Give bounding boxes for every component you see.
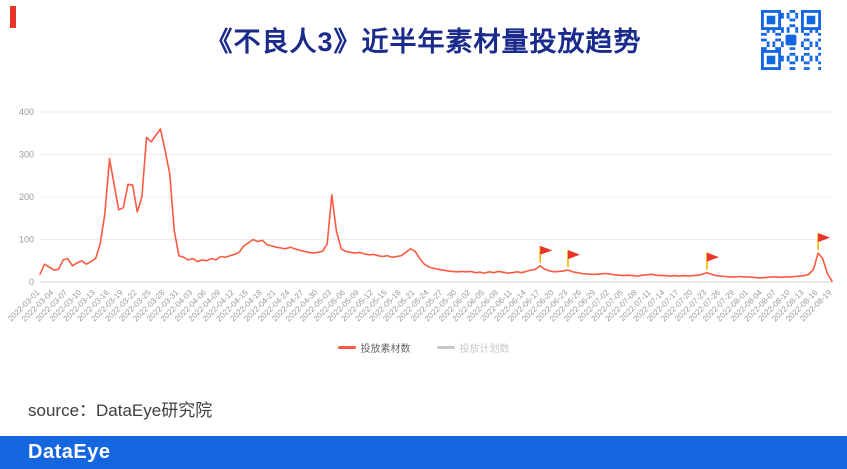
line-chart: 0 100 200 300 400 2022-03-01 2022-03-04 2022-03…	[6, 98, 841, 350]
svg-text:0: 0	[29, 277, 34, 287]
svg-text:300: 300	[19, 150, 34, 160]
qr-code-image	[761, 10, 821, 70]
qr-code	[761, 10, 821, 70]
svg-text:200: 200	[19, 192, 34, 202]
page-title: 《不良人3》近半年素材量投放趋势	[205, 27, 642, 57]
corner-accent-bar	[10, 6, 16, 28]
legend-item-plan-count[interactable]: 投放计划数	[436, 340, 510, 355]
legend-line-marker	[337, 346, 356, 349]
legend-label: 投放计划数	[459, 344, 510, 355]
svg-text:100: 100	[19, 235, 34, 245]
source-label: source：DataEye研究院	[28, 401, 213, 420]
dataeye-logo: DataEye	[28, 441, 111, 463]
legend-item-material-count[interactable]: 投放素材数	[337, 340, 411, 355]
legend-label: 投放素材数	[360, 344, 411, 355]
chart-legend: 投放素材数 投放计划数	[0, 340, 847, 355]
chart-canvas: 01002003004002022-03-012022-03-042022-03…	[6, 107, 834, 323]
legend-line-marker	[436, 346, 455, 349]
footer-bar: DataEye	[0, 436, 847, 469]
svg-text:400: 400	[19, 107, 34, 117]
